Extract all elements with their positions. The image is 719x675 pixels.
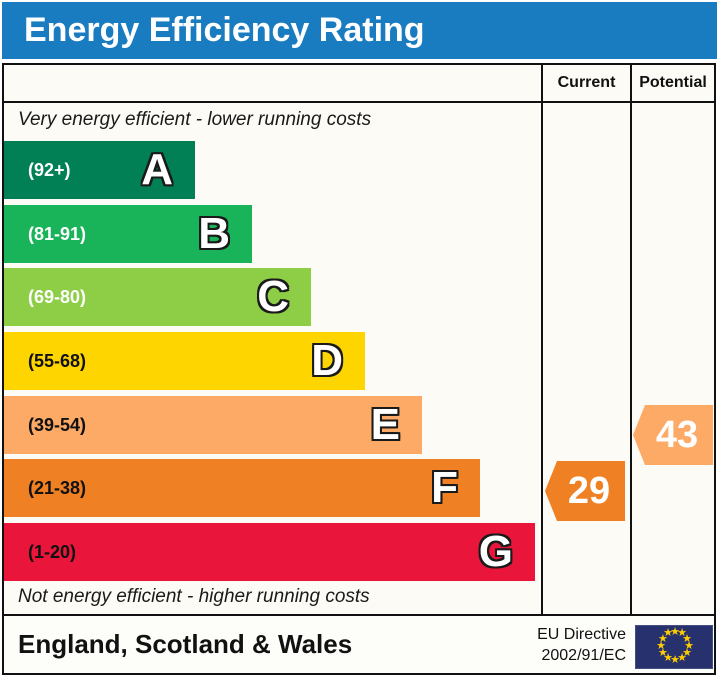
band-range-label: (81-91): [28, 223, 87, 244]
eu-star-icon: ★: [670, 653, 680, 666]
footer: England, Scotland & Wales EU Directive 2…: [2, 614, 716, 675]
eu-star-icon: ★: [684, 639, 694, 652]
eu-flag-icon: ★ ★ ★ ★ ★ ★ ★ ★ ★ ★ ★ ★: [635, 625, 713, 669]
bottom-note: Not energy efficient - higher running co…: [18, 586, 370, 607]
band-letter: G: [478, 527, 513, 576]
eu-star-icon: ★: [663, 627, 673, 640]
band-letter: E: [370, 400, 400, 449]
band-row-E: (39-54) E: [4, 396, 422, 454]
column-header-potential: Potential: [639, 74, 707, 91]
band-range-label: (92+): [28, 159, 71, 180]
potential-rating-arrow: 43: [633, 405, 713, 465]
potential-rating-value: 43: [655, 414, 699, 456]
eu-star-icon: ★: [657, 646, 668, 659]
band-row-D: (55-68) D: [4, 332, 365, 390]
page-title: Energy Efficiency Rating: [24, 11, 425, 49]
current-rating-value: 29: [567, 470, 611, 512]
current-rating-arrow: 29: [545, 461, 625, 521]
eu-directive-line2: 2002/91/EC: [541, 647, 626, 664]
band-range-label: (55-68): [28, 350, 87, 371]
band-range-label: (39-54): [28, 414, 87, 435]
band-letter: F: [431, 463, 458, 512]
band-row-B: (81-91) B: [4, 205, 252, 263]
eu-star-icon: ★: [657, 632, 668, 645]
band-letter: B: [198, 209, 230, 258]
band-range-label: (21-38): [28, 477, 87, 498]
column-divider-potential: [630, 65, 632, 614]
eu-star-icon: ★: [670, 625, 680, 638]
eu-star-icon: ★: [682, 632, 693, 645]
eu-star-icon: ★: [677, 651, 687, 664]
band-row-F: (21-38) F: [4, 459, 480, 517]
column-divider-current: [541, 65, 543, 614]
band-row-A: (92+) A: [4, 141, 195, 199]
eu-star-icon: ★: [677, 627, 687, 640]
band-letter: C: [257, 272, 289, 321]
column-header-current: Current: [557, 74, 616, 91]
band-letter: A: [141, 145, 173, 194]
header-row-divider: [4, 101, 714, 103]
title-bar: Energy Efficiency Rating: [2, 2, 717, 59]
band-row-C: (69-80) C: [4, 268, 311, 326]
top-note: Very energy efficient - lower running co…: [18, 109, 372, 130]
band-letter: D: [311, 336, 343, 385]
eu-star-icon: ★: [663, 651, 673, 664]
eu-directive-line1: EU Directive: [537, 626, 626, 643]
eu-star-icon: ★: [656, 639, 666, 652]
region-label: England, Scotland & Wales: [18, 629, 353, 659]
eu-directive-label: EU Directive 2002/91/EC: [537, 624, 626, 666]
eu-star-icon: ★: [682, 646, 693, 659]
rating-table: Current Potential Very energy efficient …: [2, 63, 716, 616]
band-row-G: (1-20) G: [4, 523, 535, 581]
band-range-label: (1-20): [28, 541, 77, 562]
band-range-label: (69-80): [28, 286, 87, 307]
